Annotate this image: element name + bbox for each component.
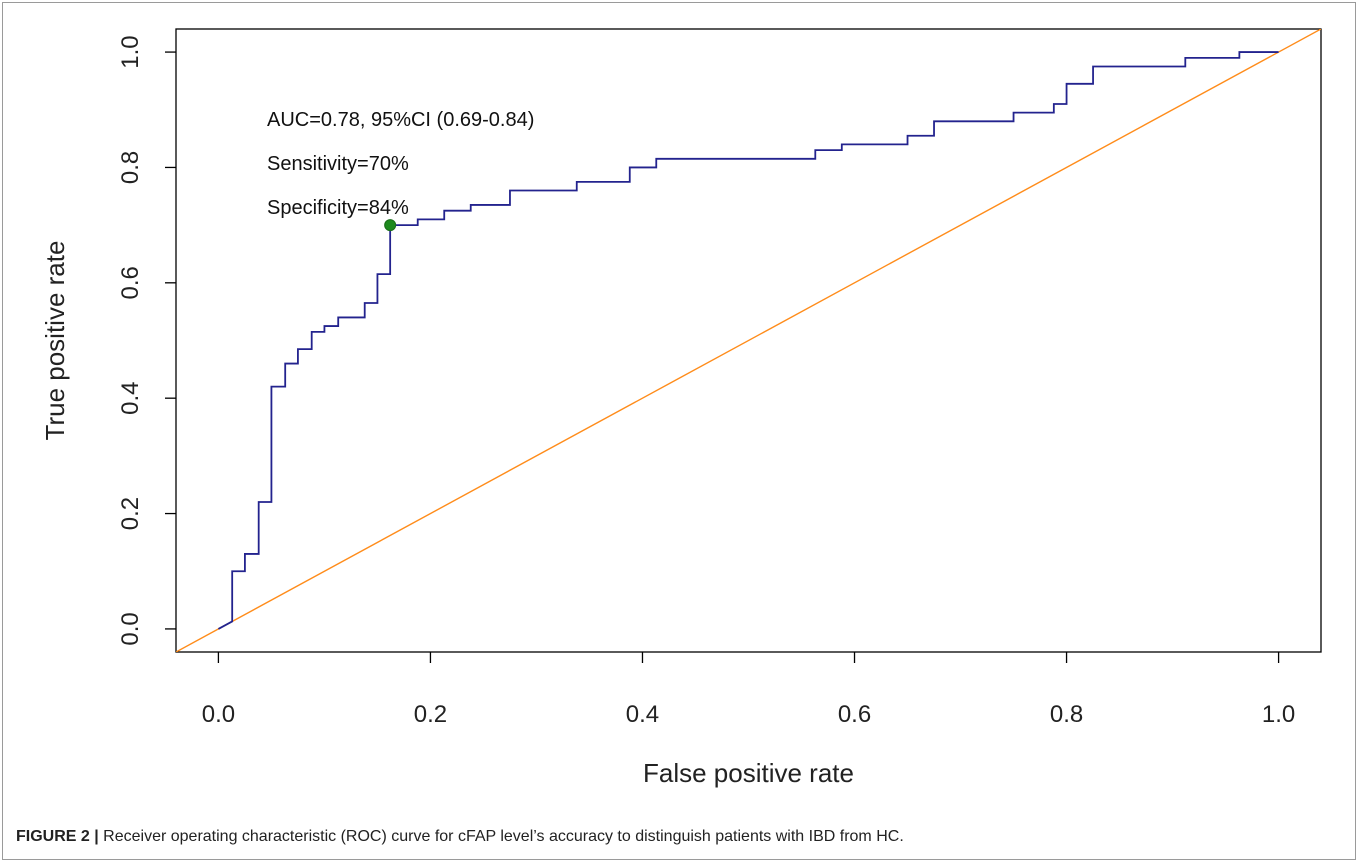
y-axis-label: True positive rate [40, 241, 70, 441]
y-tick-label: 0.8 [117, 151, 144, 184]
reference-diagonal-line [176, 29, 1321, 652]
optimal-cutoff-point [384, 219, 397, 232]
x-tick-label: 0.4 [626, 701, 659, 728]
x-tick-label: 0.2 [414, 701, 447, 728]
specificity-annotation: Specificity=84% [267, 197, 409, 219]
series-layer [176, 29, 1321, 652]
roc-chart: 0.0 0.2 0.4 0.6 0.8 1.0 0.0 0.2 0.4 0.6 0.8 1.0 Fa… [40, 28, 1322, 788]
auc-annotation: AUC=0.78, 95%CI (0.69-0.84) [267, 109, 534, 131]
sensitivity-annotation: Sensitivity=70% [267, 153, 409, 175]
y-tick-label: 0.2 [117, 497, 144, 530]
x-tick-label: 0.6 [838, 701, 871, 728]
figure-caption: FIGURE 2 | Receiver operating characteri… [16, 828, 904, 846]
x-tick-label: 0.0 [202, 701, 235, 728]
caption-text: Receiver operating characteristic (ROC) … [98, 828, 904, 845]
roc-curve-line [217, 51, 1279, 630]
y-tick-label: 0.4 [117, 381, 144, 414]
x-axis-label: False positive rate [643, 758, 854, 788]
x-tick-label: 0.8 [1050, 701, 1083, 728]
caption-label: FIGURE 2 | [16, 828, 99, 845]
plot-area [175, 28, 1322, 653]
annotations: AUC=0.78, 95%CI (0.69-0.84) Sensitivity=… [267, 109, 534, 219]
y-tick-label: 0.0 [117, 612, 144, 645]
x-tick-label: 1.0 [1262, 701, 1295, 728]
y-axis: 0.0 0.2 0.4 0.6 0.8 1.0 [117, 35, 176, 646]
y-tick-label: 0.6 [117, 266, 144, 299]
x-axis: 0.0 0.2 0.4 0.6 0.8 1.0 [202, 652, 1295, 728]
y-tick-label: 1.0 [117, 35, 144, 68]
